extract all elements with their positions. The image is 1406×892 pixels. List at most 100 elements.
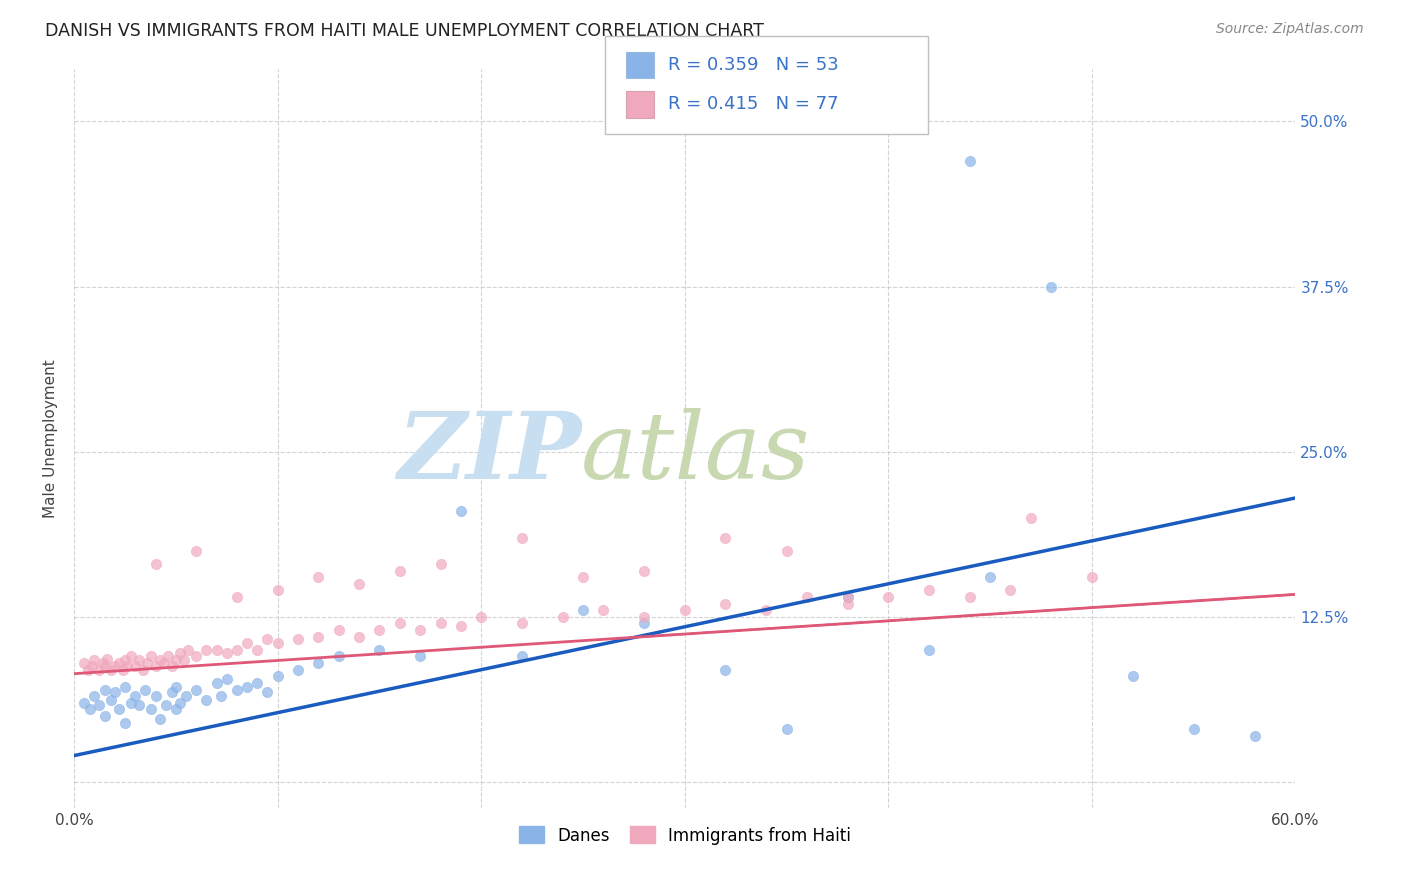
Point [266,636,288,650]
Point [136,656,159,670]
Point [128,698,150,713]
Point [510,649,533,664]
Point [837,597,859,611]
Point [149,653,172,667]
Point [328,623,350,637]
Point [124,658,146,673]
Point [160,685,183,699]
Point [673,603,696,617]
Point [226,590,249,604]
Point [73,696,96,710]
Point [132,663,155,677]
Point [755,603,778,617]
Point [388,564,411,578]
Point [450,619,472,633]
Point [120,696,142,710]
Point [77,663,100,677]
Point [572,603,595,617]
Point [328,649,350,664]
Point [775,543,797,558]
Point [959,590,981,604]
Point [156,649,179,664]
Point [409,649,432,664]
Point [93,682,115,697]
Point [186,682,208,697]
Point [714,597,737,611]
Point [165,680,187,694]
Text: Source: ZipAtlas.com: Source: ZipAtlas.com [1216,22,1364,37]
Point [592,603,614,617]
Point [409,623,432,637]
Point [141,702,163,716]
Point [93,709,115,723]
Point [714,663,737,677]
Point [145,557,167,571]
Text: R = 0.415   N = 77: R = 0.415 N = 77 [668,95,838,113]
Point [195,693,218,707]
Point [114,715,136,730]
Y-axis label: Male Unemployment: Male Unemployment [44,359,58,518]
Point [115,658,138,673]
Point [91,656,114,670]
Point [256,685,278,699]
Legend: Danes, Immigrants from Haiti: Danes, Immigrants from Haiti [519,826,851,845]
Point [307,570,329,584]
Text: atlas: atlas [581,409,810,499]
Point [1000,583,1022,598]
Point [173,653,195,667]
Point [165,702,187,716]
Text: ZIP: ZIP [396,409,581,499]
Point [236,680,259,694]
Point [1243,729,1265,743]
Point [174,689,197,703]
Point [551,610,574,624]
Point [918,583,941,598]
Point [959,154,981,169]
Point [108,702,131,716]
Point [266,669,288,683]
Point [510,616,533,631]
Point [266,583,288,598]
Point [104,685,127,699]
Point [160,658,183,673]
Point [96,652,118,666]
Point [93,658,115,673]
Point [307,630,329,644]
Point [572,570,595,584]
Point [114,680,136,694]
Point [82,658,104,673]
Point [256,632,278,647]
Point [796,590,818,604]
Point [470,610,492,624]
Point [1019,510,1042,524]
Text: R = 0.359   N = 53: R = 0.359 N = 53 [668,56,838,74]
Point [1040,279,1063,293]
Point [83,653,105,667]
Point [714,531,737,545]
Point [1122,669,1144,683]
Point [215,672,238,686]
Point [108,656,131,670]
Point [368,643,391,657]
Point [287,632,309,647]
Point [186,649,208,664]
Point [236,636,259,650]
Point [134,682,156,697]
Point [169,696,191,710]
Point [79,702,101,716]
Point [388,616,411,631]
Point [155,698,177,713]
Point [128,653,150,667]
Point [510,531,533,545]
Point [149,712,172,726]
Point [205,676,228,690]
Point [633,616,655,631]
Point [775,722,797,736]
Point [1182,722,1205,736]
Point [120,649,142,664]
Point [347,630,370,644]
Point [100,663,122,677]
Point [877,590,900,604]
Point [347,577,370,591]
Point [209,689,232,703]
